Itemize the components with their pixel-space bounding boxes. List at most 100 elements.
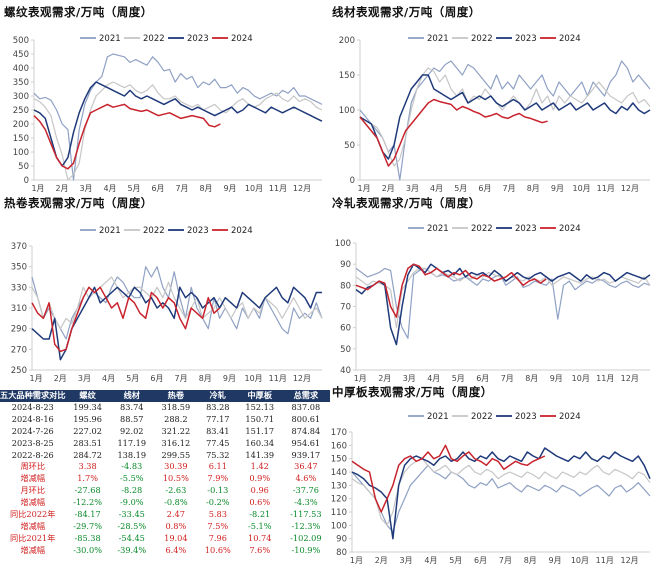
rebar-y-tick-label: 350	[13, 78, 29, 88]
wire-x-tick-label: 12月	[621, 184, 639, 193]
crc-x-tick-label: 3月	[403, 374, 416, 383]
table-cell: 77.17	[206, 413, 230, 424]
crc-x-tick-label: 2月	[378, 374, 391, 383]
table-header-cell: 冷轧	[197, 390, 238, 402]
crc-legend-label: 2023	[515, 224, 537, 234]
crc-series-2024	[355, 263, 547, 318]
plate-x-tick-label: 7月	[499, 556, 512, 565]
rebar-y-tick-label: 0	[24, 176, 29, 186]
table-cell: 318.59	[161, 401, 191, 412]
table-cell: 117.19	[117, 437, 147, 448]
table-cell: 83.28	[206, 401, 230, 412]
hrc-x-tick-label: 3月	[78, 374, 91, 383]
wire-x-tick-label: 5月	[454, 184, 467, 193]
table-cell: 0.8%	[165, 520, 187, 531]
hrc-y-tick-label: 270	[11, 345, 27, 355]
table-cell: 7.9%	[207, 473, 229, 484]
rebar-series-2022	[33, 81, 323, 181]
plate-legend-label: 2023	[515, 412, 537, 422]
table-row: 2023-8-25 283.51 117.19 316.12 77.45 160.34 95…	[0, 438, 330, 450]
table-cell: 5.83	[208, 509, 227, 520]
table-row: 2024-8-23 199.34 83.74 318.59 83.28 152.13 837…	[0, 402, 330, 414]
table-cell: -30.0%	[73, 544, 102, 555]
wire-series-2023	[359, 74, 651, 160]
rebar-legend-label: 2021	[99, 34, 121, 44]
table-cell: 7.5%	[207, 520, 229, 531]
table-cell: -0.8%	[164, 497, 188, 508]
hrc-x-tick-label: 2月	[54, 374, 67, 383]
table-cell: -54.45	[118, 532, 145, 543]
hrc-x-tick-label: 4月	[102, 374, 115, 383]
table-cell: 195.96	[73, 413, 102, 424]
table-cell: 283.51	[73, 437, 102, 448]
table-cell: 939.17	[291, 449, 321, 460]
table-cell: -102.09	[290, 532, 322, 543]
table-cell: 83.41	[206, 425, 230, 436]
plate-y-tick-label: 130	[331, 481, 347, 491]
wire-series-2024	[359, 98, 548, 167]
plate-y-tick-label: 170	[331, 428, 347, 438]
table-header-cell: 螺纹	[65, 390, 110, 402]
table-row-label: 同比2022年	[10, 509, 56, 520]
table-cell: 0.6%	[249, 497, 271, 508]
wire-legend-label: 2022	[471, 34, 493, 44]
plate-x-tick-label: 1月	[350, 556, 363, 565]
plate-y-tick-label: 90	[336, 535, 347, 545]
plate-legend-label: 2022	[471, 412, 493, 422]
table-cell: 151.17	[245, 425, 275, 436]
table-cell: 83.74	[120, 401, 144, 412]
crc-x-tick-label: 9月	[550, 374, 563, 383]
plate-x-tick-label: 11月	[596, 556, 614, 565]
crc-y-tick-label: 50	[340, 345, 351, 355]
wire-legend-label: 2023	[515, 34, 537, 44]
wire-chart-title: 线材表观需求/万吨（周度）	[332, 5, 481, 19]
table-cell: 19.04	[164, 532, 188, 543]
table-header-row: 五大品种需求对比 螺纹 线材 热卷 冷轧 中厚板 总需求	[0, 390, 330, 402]
table-cell: 92.02	[120, 425, 144, 436]
rebar-x-tick-label: 6月	[151, 184, 164, 193]
rebar-x-tick-label: 9月	[223, 184, 236, 193]
table-cell: 10.74	[248, 532, 272, 543]
rebar-x-tick-label: 4月	[103, 184, 116, 193]
table-cell: 284.72	[73, 449, 102, 460]
table-cell: -84.17	[74, 509, 101, 520]
hrc-x-tick-label: 9月	[223, 374, 236, 383]
wire-x-tick-label: 3月	[406, 184, 419, 193]
plate-x-tick-label: 12月	[620, 556, 638, 565]
wire-x-tick-label: 2月	[382, 184, 395, 193]
crc-x-tick-label: 4月	[427, 374, 440, 383]
table-cell: -0.13	[207, 485, 229, 496]
table-cell: -12.3%	[291, 520, 321, 531]
table-cell: -28.5%	[117, 520, 147, 531]
rebar-x-tick-label: 3月	[79, 184, 92, 193]
table-cell: 227.02	[73, 425, 102, 436]
table-cell: -4.3%	[294, 497, 318, 508]
plate-y-tick-label: 120	[331, 495, 347, 505]
plate-x-tick-label: 8月	[524, 556, 537, 565]
rebar-chart-title: 螺纹表观需求/万吨（周度）	[4, 5, 153, 19]
hrc-y-tick-label: 370	[11, 242, 27, 252]
table-cell: -0.2%	[206, 497, 230, 508]
table-cell: -2.63	[165, 485, 187, 496]
table-row-label: 同比2021年	[10, 532, 56, 543]
hrc-series-2021	[31, 266, 323, 340]
table-row: 同比2021年 -85.38 -54.45 19.04 7.96 10.74 -102.09	[0, 533, 330, 545]
crc-y-tick-label: 40	[340, 366, 351, 376]
wire-x-tick-label: 1月	[358, 184, 371, 193]
table-row-label: 2024-8-23	[11, 401, 54, 412]
plate-series-2024	[351, 444, 546, 513]
wire-y-tick-label: 150	[339, 71, 355, 81]
rebar-x-tick-label: 11月	[269, 184, 287, 193]
table-cell: 77.45	[206, 437, 230, 448]
demand-comparison-table: 五大品种需求对比 螺纹 线材 热卷 冷轧 中厚板 总需求 2024-8-23 199.34 83.…	[0, 390, 330, 557]
crc-x-tick-label: 11月	[596, 374, 614, 383]
rebar-y-tick-label: 500	[13, 36, 29, 46]
table-row: 同比2022年 -84.17 -33.45 2.47 5.83 -8.21 -117.53	[0, 509, 330, 521]
plate-series-2023	[351, 447, 651, 540]
plate-chart-title: 中厚板表观需求/万吨（周度）	[332, 385, 493, 399]
hrc-legend-label: 2022	[143, 226, 165, 236]
plate-y-tick-label: 100	[331, 521, 347, 531]
table-cell: 0.9%	[249, 473, 271, 484]
wire-x-tick-label: 7月	[503, 184, 516, 193]
